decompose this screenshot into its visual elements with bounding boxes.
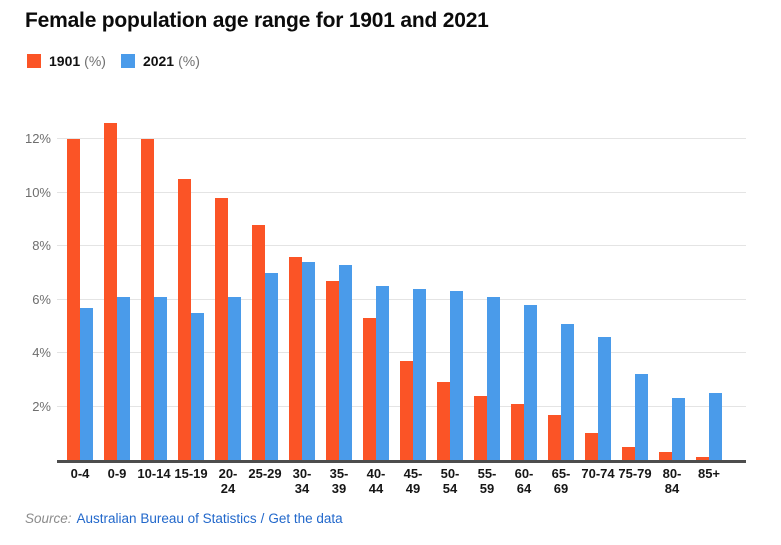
x-tick-label-10-14: 10-14 [137,466,171,481]
legend-swatch-2021 [120,54,135,68]
y-tick-label-2%: 2% [32,398,51,414]
gridline-4% [57,352,746,353]
bar-1901-70-74 [585,433,598,460]
bar-1901-25-29 [252,225,265,460]
bar-1901-65-69 [548,415,561,460]
x-tick-label-80-84: 80- 84 [662,466,682,496]
legend-unit-1901: (%) [84,53,106,69]
bar-1901-15-19 [178,179,191,460]
y-tick-label-8%: 8% [32,238,51,253]
x-tick-label-85+: 85+ [697,466,721,481]
x-tick-label-50-54: 50- 54 [440,466,460,496]
x-tick-label-40-44: 40- 44 [366,466,386,496]
bar-1901-30-34 [289,257,302,460]
legend-item-1901: 1901 (%) [27,53,106,69]
bar-1901-45-49 [400,361,413,460]
bar-1901-75-79 [622,447,635,460]
legend-unit-2021: (%) [178,53,200,69]
legend-label-2021: 2021 [142,53,175,69]
gridline-8% [57,245,746,246]
bar-2021-45-49 [413,289,426,460]
source-separator: / [260,511,265,526]
bar-2021-50-54 [450,291,463,460]
bar-2021-60-64 [524,305,537,460]
bar-2021-10-14 [154,297,167,460]
x-tick-label-75-79: 75-79 [618,466,652,481]
y-tick-label-4%: 4% [32,345,51,360]
x-tick-label-55-59: 55- 59 [477,466,497,496]
bar-2021-15-19 [191,313,204,460]
y-tick-label-12%: 12% [24,131,51,146]
chart-title: Female population age range for 1901 and… [25,9,489,32]
bar-1901-85+ [696,457,709,460]
x-tick-label-65-69: 65- 69 [551,466,571,496]
source-link-get-data[interactable]: Get the data [268,511,343,526]
source-link-abs[interactable]: Australian Bureau of Statistics [76,511,257,526]
bar-1901-80-84 [659,452,672,460]
x-tick-label-0-9: 0-9 [107,466,127,481]
legend-item-2021: 2021 (%) [120,53,200,69]
bar-1901-0-4 [67,139,80,460]
bar-2021-0-4 [80,308,93,460]
source-line: Source: Australian Bureau of Statistics / G… [25,511,343,526]
bar-2021-55-59 [487,297,500,460]
bar-1901-50-54 [437,382,450,460]
x-axis-ticks: 0-4 0-9 10-14 15-19 20- 24 25-29 30- 34 35- 39 4… [57,466,746,506]
bar-2021-75-79 [635,374,648,460]
bar-2021-85+ [709,393,722,460]
x-tick-label-35-39: 35- 39 [329,466,349,496]
source-label: Source: [25,511,72,526]
bar-2021-35-39 [339,265,352,460]
x-tick-label-20-24: 20- 24 [218,466,238,496]
bar-2021-80-84 [672,398,685,460]
y-tick-label-10%: 10% [24,184,51,200]
x-tick-label-60-64: 60- 64 [514,466,534,496]
x-tick-label-45-49: 45- 49 [403,466,423,496]
bar-2021-70-74 [598,337,611,460]
gridline-6% [57,298,746,300]
bar-2021-65-69 [561,324,574,460]
legend-label-1901: 1901 [49,53,81,69]
x-tick-label-15-19: 15-19 [174,466,208,481]
y-tick-label-6%: 6% [32,291,51,307]
legend-swatch-1901 [27,54,41,68]
plot-area: 2% 4% 6% 8% 10% 12% [25,119,746,463]
bar-1901-60-64 [511,404,524,460]
bar-1901-55-59 [474,396,487,460]
bar-1901-35-39 [326,281,339,460]
x-tick-label-0-4: 0-4 [70,466,90,481]
bar-2021-20-24 [228,297,241,460]
bar-2021-25-29 [265,273,278,460]
legend: 1901 (%) 2021 (%) [27,53,200,69]
gridline-10% [57,191,746,193]
x-tick-label-25-29: 25-29 [248,466,282,481]
bar-2021-40-44 [376,286,389,460]
bar-2021-30-34 [302,262,315,460]
x-tick-label-70-74: 70-74 [581,466,615,481]
bar-1901-40-44 [363,318,376,460]
x-axis-line [57,460,746,463]
bar-2021-0-9 [117,297,130,460]
gridline-12% [57,138,746,139]
bar-1901-20-24 [215,198,228,460]
x-tick-label-30-34: 30- 34 [292,466,312,496]
bar-1901-10-14 [141,139,154,460]
bar-1901-0-9 [104,123,117,460]
